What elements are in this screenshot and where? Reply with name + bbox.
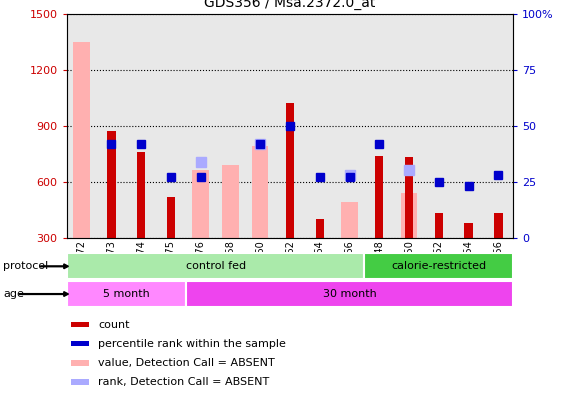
Bar — [186, 281, 513, 307]
Text: protocol: protocol — [3, 261, 48, 271]
Bar — [71, 341, 89, 346]
Bar — [465, 223, 473, 238]
Bar — [71, 379, 89, 385]
Text: control fed: control fed — [186, 261, 245, 271]
Text: age: age — [3, 289, 24, 299]
Bar — [364, 253, 513, 279]
Bar — [67, 281, 186, 307]
Bar — [222, 165, 238, 238]
Text: rank, Detection Call = ABSENT: rank, Detection Call = ABSENT — [98, 377, 269, 387]
Bar — [107, 131, 115, 238]
Text: 5 month: 5 month — [103, 289, 150, 299]
Bar — [166, 196, 175, 238]
Bar — [71, 322, 89, 327]
Bar — [401, 193, 417, 238]
Bar — [316, 219, 324, 238]
Bar — [375, 156, 383, 238]
Bar — [137, 152, 146, 238]
Text: value, Detection Call = ABSENT: value, Detection Call = ABSENT — [98, 358, 275, 368]
Text: count: count — [98, 320, 129, 329]
Title: GDS356 / Msa.2372.0_at: GDS356 / Msa.2372.0_at — [204, 0, 376, 10]
Text: percentile rank within the sample: percentile rank within the sample — [98, 339, 286, 349]
Bar — [71, 360, 89, 366]
Bar — [494, 213, 503, 238]
Bar — [286, 103, 294, 238]
Text: calorie-restricted: calorie-restricted — [392, 261, 487, 271]
Bar — [74, 42, 90, 238]
Bar — [67, 253, 364, 279]
Bar — [405, 158, 414, 238]
Bar — [342, 202, 358, 238]
Text: 30 month: 30 month — [322, 289, 376, 299]
Bar — [193, 170, 209, 238]
Bar — [252, 146, 269, 238]
Bar — [434, 213, 443, 238]
